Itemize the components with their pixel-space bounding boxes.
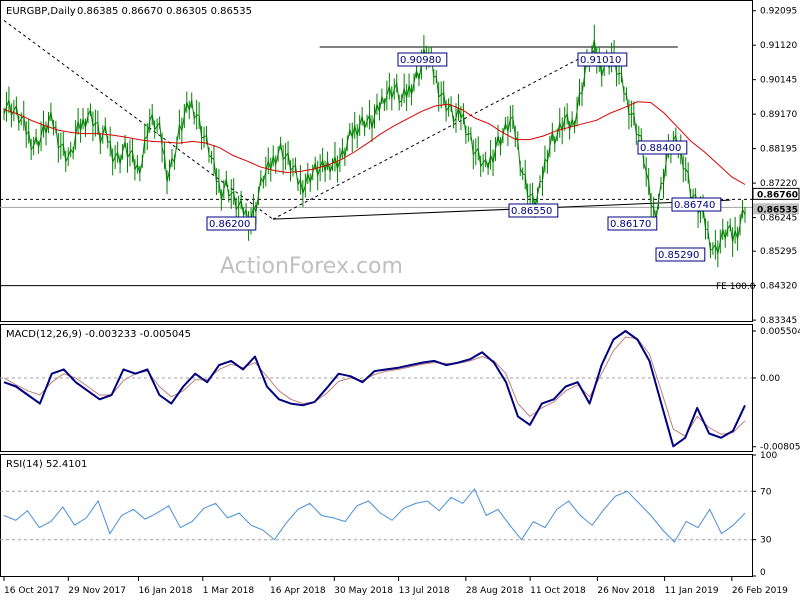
price-y-label: 0.87220 <box>760 179 797 189</box>
price-y-label: 0.91120 <box>760 41 797 51</box>
macd-line <box>3 330 746 448</box>
price-panel-frame <box>0 0 753 322</box>
trendline <box>272 48 598 220</box>
price-axis-marker-label: 0.86535 <box>757 205 798 215</box>
annotation-label: 0.86170 <box>610 219 651 230</box>
x-tick-label: 28 Aug 2018 <box>466 586 524 596</box>
macd-panel-frame <box>0 324 753 452</box>
price-axis-marker <box>752 187 800 200</box>
trendline <box>3 20 274 220</box>
annotation-box <box>508 203 559 218</box>
x-tick-label: 30 May 2018 <box>334 586 393 596</box>
rsi-line <box>3 487 746 543</box>
annotation-box <box>671 197 722 212</box>
macd-title: MACD(12,26,9) -0.003233 -0.005045 <box>6 329 191 340</box>
price-y-label: 0.85295 <box>760 247 797 257</box>
price-y-label: 0.88195 <box>760 145 797 155</box>
trendline <box>272 199 731 220</box>
annotation-box <box>206 216 257 231</box>
annotation-box <box>577 52 628 67</box>
chart-title: EURGBP,Daily <box>6 6 76 17</box>
price-y-label: 0.83345 <box>760 316 797 326</box>
macd-y-label: 0.00 <box>760 374 780 384</box>
annotation-box <box>397 52 448 67</box>
annotation-label: 0.88400 <box>640 143 681 154</box>
annotation-box <box>607 216 658 231</box>
x-tick-label: 16 Jan 2018 <box>138 586 192 596</box>
x-tick-label: 11 Jan 2019 <box>665 586 719 596</box>
price-y-label: 0.92095 <box>760 7 797 17</box>
rsi-y-label: 70 <box>760 487 772 497</box>
rsi-title: RSI(14) 52.4101 <box>6 459 87 470</box>
chart-ohlc: 0.86385 0.86670 0.86305 0.86535 <box>77 6 252 17</box>
price-y-label: 0.90145 <box>760 76 797 86</box>
macd-y-label: 0.005504 <box>760 327 800 337</box>
x-tick-label: 16 Oct 2017 <box>4 586 60 596</box>
price-y-label: 0.89170 <box>760 110 797 120</box>
watermark: ActionForex.com <box>220 254 403 279</box>
annotation-label: 0.90980 <box>400 55 441 66</box>
annotation-label: 0.91010 <box>580 55 621 66</box>
annotation-label: 0.86200 <box>209 219 250 230</box>
x-tick-label: 26 Feb 2019 <box>732 586 788 596</box>
annotation-label: 0.86550 <box>511 206 552 217</box>
price-axis-marker-label: 0.86760 <box>757 190 798 200</box>
macd-y-label: -0.00805 <box>760 443 800 453</box>
annotation-label: 0.85290 <box>658 250 699 261</box>
rsi-panel-frame <box>0 454 753 577</box>
price-y-label: 0.84320 <box>760 282 797 292</box>
price-axis-marker <box>753 203 799 215</box>
x-tick-label: 13 Jul 2018 <box>399 586 450 596</box>
rsi-y-label: 100 <box>760 451 777 461</box>
price-series-line <box>3 39 746 254</box>
annotation-box <box>637 140 688 155</box>
x-tick-label: 11 Oct 2018 <box>530 586 586 596</box>
rsi-y-label: 0 <box>760 568 766 578</box>
macd-signal-line <box>3 336 746 437</box>
fe-label: FE 100.0 <box>716 282 756 292</box>
price-y-label: 0.86245 <box>760 214 797 224</box>
annotation-label: 0.86740 <box>674 200 715 211</box>
moving-average-line <box>3 101 746 185</box>
rsi-y-label: 30 <box>760 536 772 546</box>
annotation-box <box>655 247 706 262</box>
x-tick-label: 16 Apr 2018 <box>270 586 326 596</box>
x-tick-label: 29 Nov 2017 <box>68 586 126 596</box>
x-tick-label: 1 Mar 2018 <box>203 586 255 596</box>
x-tick-label: 26 Nov 2018 <box>597 586 655 596</box>
